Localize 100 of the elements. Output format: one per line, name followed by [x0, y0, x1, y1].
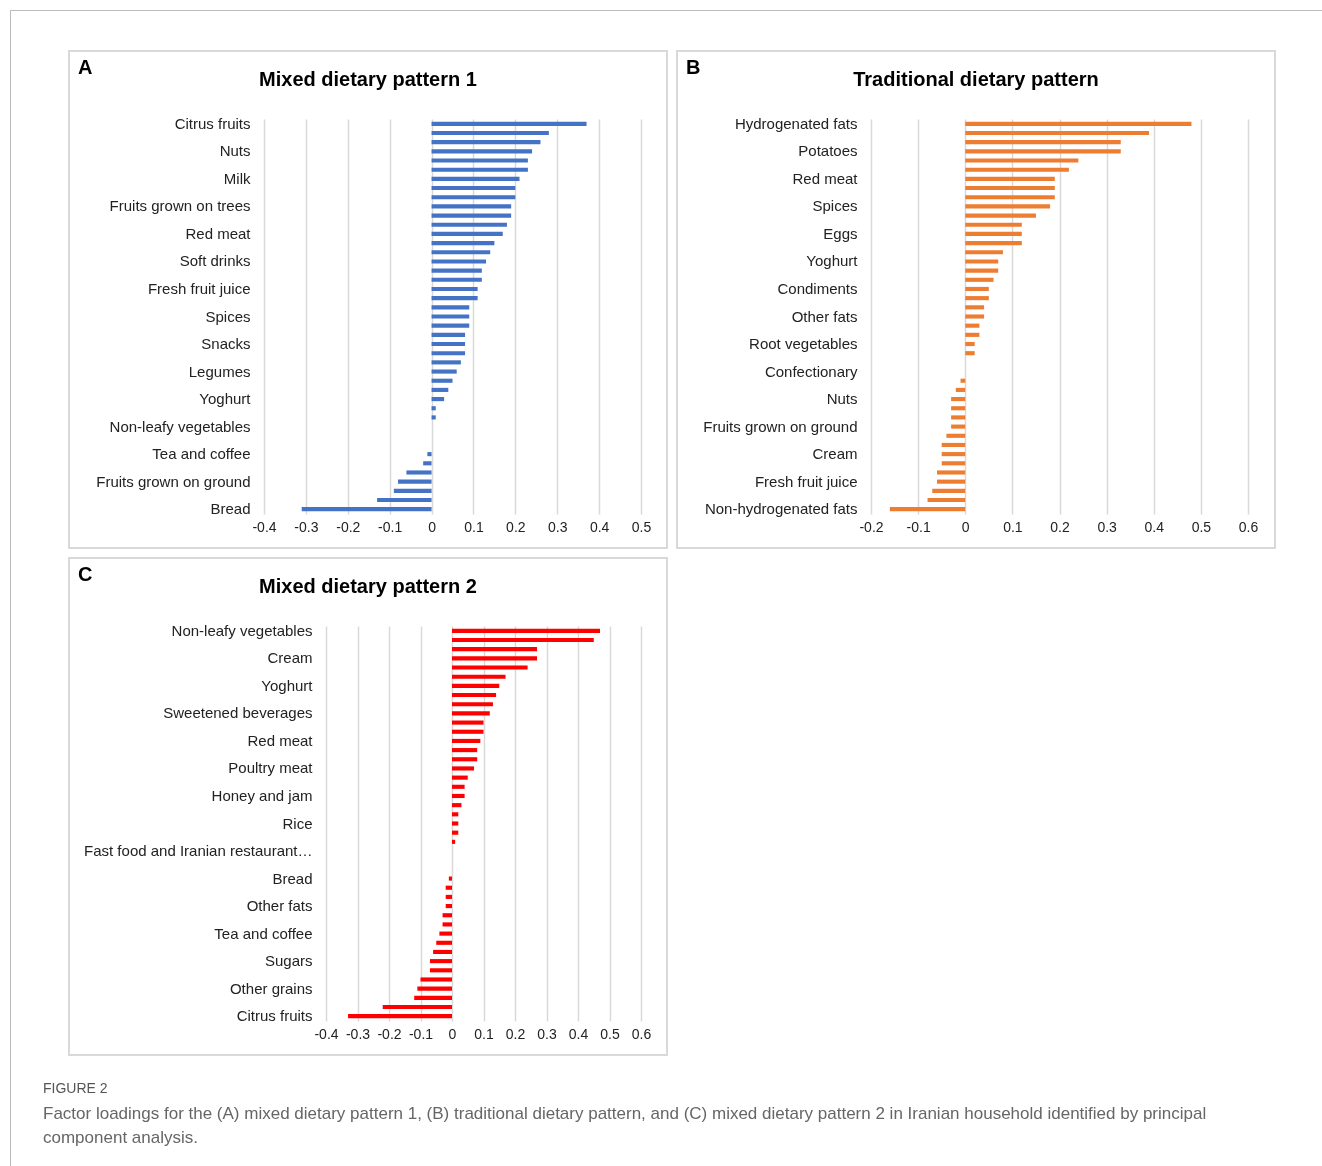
x-tick-label: -0.4 — [252, 518, 277, 535]
bar — [955, 387, 966, 392]
bar — [941, 452, 966, 457]
y-tick-label: Eggs — [823, 224, 858, 242]
y-tick-label: Tea and coffee — [214, 924, 313, 942]
y-tick-label: Other grains — [229, 979, 313, 997]
x-tick-label: 0.4 — [589, 518, 610, 535]
bar — [965, 121, 1192, 126]
bar — [301, 507, 432, 512]
y-tick-label: Red meat — [247, 731, 314, 749]
y-tick-label: Snacks — [201, 335, 251, 353]
bar — [423, 461, 432, 466]
y-tick-label: Potatoes — [798, 142, 858, 160]
y-tick-label: Rice — [282, 814, 313, 832]
bar — [448, 876, 452, 881]
x-tick-label: 0.3 — [1097, 518, 1118, 535]
y-tick-label: Bread — [272, 869, 313, 887]
bar — [348, 1014, 452, 1019]
bar — [439, 931, 452, 936]
y-tick-label: Yoghurt — [199, 390, 252, 408]
bar — [431, 378, 453, 383]
x-tick-label: -0.3 — [345, 1025, 371, 1042]
y-tick-label: Fast food and Iranian restaurant… — [84, 842, 313, 860]
y-tick-label: Fresh fruit juice — [754, 472, 858, 490]
bar — [951, 397, 966, 402]
bar — [382, 1004, 452, 1010]
bar — [431, 332, 466, 337]
bar — [406, 470, 432, 475]
y-tick-label: Non-hydrogenated fats — [704, 500, 858, 518]
x-tick-label: 0.1 — [1003, 518, 1023, 535]
bar — [431, 222, 507, 227]
bar — [431, 305, 470, 310]
bar — [965, 241, 1022, 246]
bar — [431, 360, 461, 365]
y-tick-label: Root vegetables — [749, 335, 858, 353]
bar — [452, 647, 538, 652]
bar — [965, 323, 980, 328]
bar — [431, 397, 445, 402]
bar — [965, 341, 975, 347]
x-tick-label: 0 — [448, 1025, 457, 1042]
bar — [431, 323, 470, 328]
bar — [941, 461, 966, 466]
bar — [452, 702, 493, 707]
bar — [429, 959, 452, 964]
y-tick-label: Other fats — [791, 307, 858, 325]
y-tick-label: Sweetened beverages — [163, 704, 313, 722]
bar — [965, 158, 1079, 163]
bar — [445, 885, 452, 890]
bar — [965, 296, 989, 301]
bar — [452, 784, 465, 789]
chart-title: Mixed dietary pattern 2 — [259, 575, 477, 597]
bar — [965, 277, 994, 282]
bar — [965, 259, 999, 264]
bar — [927, 497, 966, 503]
bar — [431, 296, 478, 301]
y-tick-label: Nuts — [826, 390, 858, 408]
bar — [941, 442, 966, 448]
bar — [445, 904, 452, 909]
bar — [452, 812, 459, 817]
x-tick-label: -0.3 — [294, 518, 319, 535]
y-tick-label: Spices — [812, 197, 858, 215]
bar — [431, 314, 470, 319]
y-tick-label: Legumes — [188, 362, 251, 380]
y-tick-label: Tea and coffee — [152, 445, 251, 463]
bar — [951, 415, 966, 420]
x-tick-label: 0.2 — [505, 1025, 526, 1042]
bar — [452, 729, 484, 734]
bar — [452, 674, 506, 679]
bar — [452, 683, 500, 688]
y-tick-label: Poultry meat — [228, 759, 314, 777]
x-tick-label: 0.6 — [1238, 518, 1259, 535]
bar — [377, 497, 432, 503]
bar — [431, 387, 449, 392]
bar — [431, 286, 478, 292]
bar — [965, 213, 1036, 218]
bar — [965, 140, 1121, 145]
x-tick-label: -0.2 — [336, 518, 361, 535]
bar — [431, 176, 520, 181]
bar — [393, 488, 432, 493]
bar — [452, 692, 497, 698]
bar — [965, 185, 1055, 191]
bar — [951, 406, 966, 411]
x-tick-label: -0.1 — [378, 518, 403, 535]
y-tick-label: Hydrogenated fats — [734, 114, 858, 132]
bar — [452, 637, 594, 643]
x-tick-label: 0.1 — [474, 1025, 494, 1042]
bar — [431, 158, 528, 163]
bar — [452, 748, 478, 753]
y-tick-label: Confectionary — [764, 362, 858, 380]
y-tick-label: Red meat — [792, 169, 859, 187]
bar — [965, 351, 975, 356]
y-tick-label: Cream — [267, 649, 313, 667]
x-tick-label: 0.5 — [1191, 518, 1212, 535]
bar — [965, 176, 1055, 181]
bar — [965, 305, 985, 310]
text: B — [686, 56, 701, 79]
x-tick-label: 0.6 — [631, 1025, 652, 1042]
bar — [946, 433, 966, 438]
y-tick-label: Fruits grown on ground — [703, 417, 858, 435]
bar — [452, 757, 478, 762]
